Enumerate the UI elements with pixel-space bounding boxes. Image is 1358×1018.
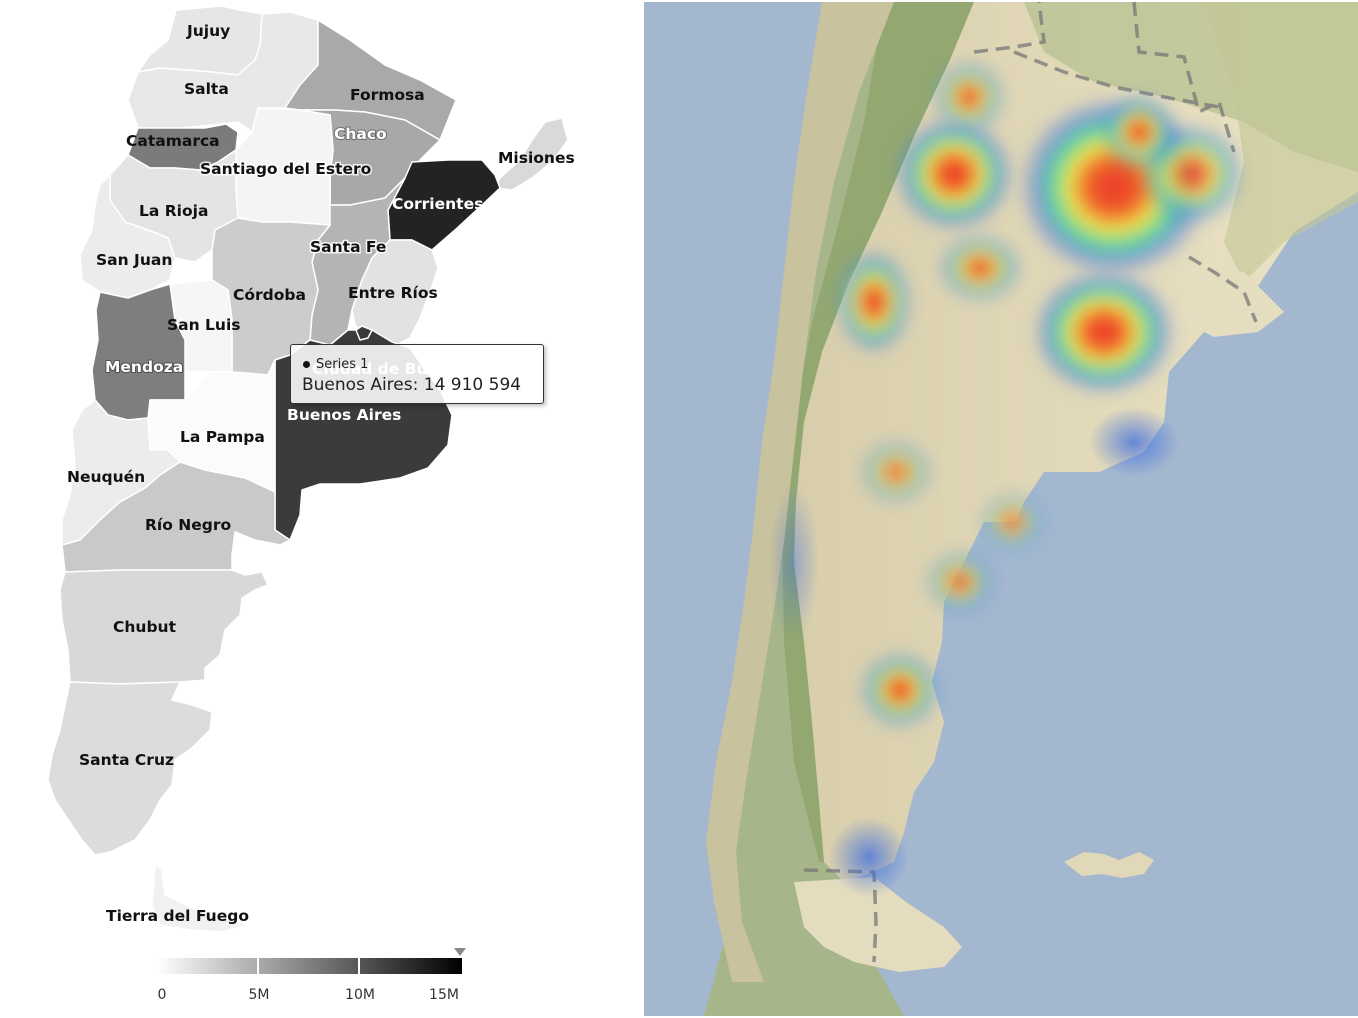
- label-mendoza: Mendoza: [105, 358, 183, 376]
- heat-hot-spot: [862, 654, 938, 726]
- label-la-rioja: La Rioja: [139, 202, 208, 220]
- label-catamarca: Catamarca: [126, 132, 220, 150]
- label-la-pampa: La Pampa: [180, 428, 265, 446]
- label-san-luis: San Luis: [167, 316, 241, 334]
- andes-terrain: [704, 2, 974, 1016]
- border-line: [1188, 255, 1258, 323]
- heat-hot-spot: [940, 236, 1020, 300]
- border-line: [1132, 2, 1236, 153]
- tooltip-value: Buenos Aires: 14 910 594: [302, 375, 522, 395]
- province-misiones[interactable]: [494, 117, 569, 191]
- legend-tick: 0: [158, 987, 167, 1003]
- label-santiago-del-estero: Santiago del Estero: [200, 160, 371, 178]
- province-ciudad-de-buenos-aires[interactable]: [355, 325, 373, 341]
- legend-tick: 10M: [345, 987, 375, 1003]
- map-tooltip: Series 1 Buenos Aires: 14 910 594: [290, 344, 544, 404]
- heat-hot-spot: [1104, 97, 1174, 167]
- heat-halo: [1089, 407, 1179, 477]
- label-cordoba: Córdoba: [233, 286, 306, 304]
- heat-hot-spot: [928, 552, 992, 612]
- heat-hot-spot: [862, 442, 930, 502]
- heat-hot-spot: [838, 252, 910, 352]
- choropleth-map: Jujuy Salta Formosa Catamarca Chaco Misi…: [47, 5, 575, 1003]
- label-neuquen: Neuquén: [67, 468, 145, 486]
- uruguay-land: [1184, 262, 1284, 337]
- legend-marker-icon: [454, 948, 466, 956]
- label-salta: Salta: [184, 80, 229, 98]
- label-santa-fe: Santa Fe: [310, 238, 386, 256]
- label-chaco: Chaco: [334, 125, 387, 143]
- heat-hot-spot: [982, 494, 1042, 550]
- province-entre-rios[interactable]: [351, 239, 439, 349]
- legend-gradient-bar: [157, 958, 462, 974]
- heat-halo: [829, 817, 909, 897]
- province-jujuy[interactable]: [137, 5, 263, 76]
- label-chubut: Chubut: [113, 618, 177, 636]
- label-san-juan: San Juan: [96, 251, 172, 269]
- label-buenos-aires: Buenos Aires: [287, 406, 401, 424]
- label-corrientes: Corrientes: [392, 195, 483, 213]
- heat-halo: [769, 482, 819, 642]
- label-rio-negro: Río Negro: [145, 516, 231, 534]
- province-chubut[interactable]: [59, 569, 269, 685]
- legend-tick: 5M: [249, 987, 270, 1003]
- province-tierra-del-fuego[interactable]: [151, 864, 249, 933]
- heatmap-panel: [644, 2, 1358, 1016]
- chile-land: [706, 2, 894, 982]
- legend-tick: 15M: [429, 987, 459, 1003]
- heatmap-layer: [769, 63, 1242, 897]
- heatmap-map: [644, 2, 1358, 1016]
- heat-hot-spot: [935, 63, 1003, 131]
- label-entre-rios: Entre Ríos: [348, 284, 438, 302]
- brazil-green: [1204, 2, 1358, 282]
- border-line: [973, 2, 1046, 54]
- label-misiones: Misiones: [498, 149, 575, 167]
- border-line: [1013, 50, 1220, 109]
- label-formosa: Formosa: [350, 86, 425, 104]
- label-tierra-del-fuego: Tierra del Fuego: [106, 907, 249, 925]
- tooltip-series-name: Series 1: [316, 357, 369, 372]
- color-legend: 0 5M 10M 15M: [157, 948, 466, 1003]
- heat-hot-spot: [1034, 270, 1174, 394]
- series-dot-icon: [303, 361, 310, 368]
- label-jujuy: Jujuy: [186, 22, 230, 40]
- tooltip-series: Series 1: [303, 357, 368, 372]
- choropleth-panel: Jujuy Salta Formosa Catamarca Chaco Misi…: [0, 0, 642, 1018]
- falkland-islands-land: [1064, 852, 1154, 878]
- tierra-del-fuego-land: [794, 877, 962, 972]
- andes-highlands: [782, 2, 974, 862]
- heat-hot-spot: [896, 118, 1012, 230]
- province-santa-cruz[interactable]: [47, 681, 213, 856]
- label-santa-cruz: Santa Cruz: [79, 751, 174, 769]
